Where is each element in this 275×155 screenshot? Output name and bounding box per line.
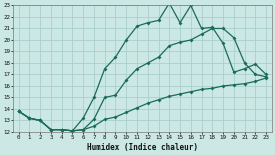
X-axis label: Humidex (Indice chaleur): Humidex (Indice chaleur) bbox=[87, 143, 198, 152]
